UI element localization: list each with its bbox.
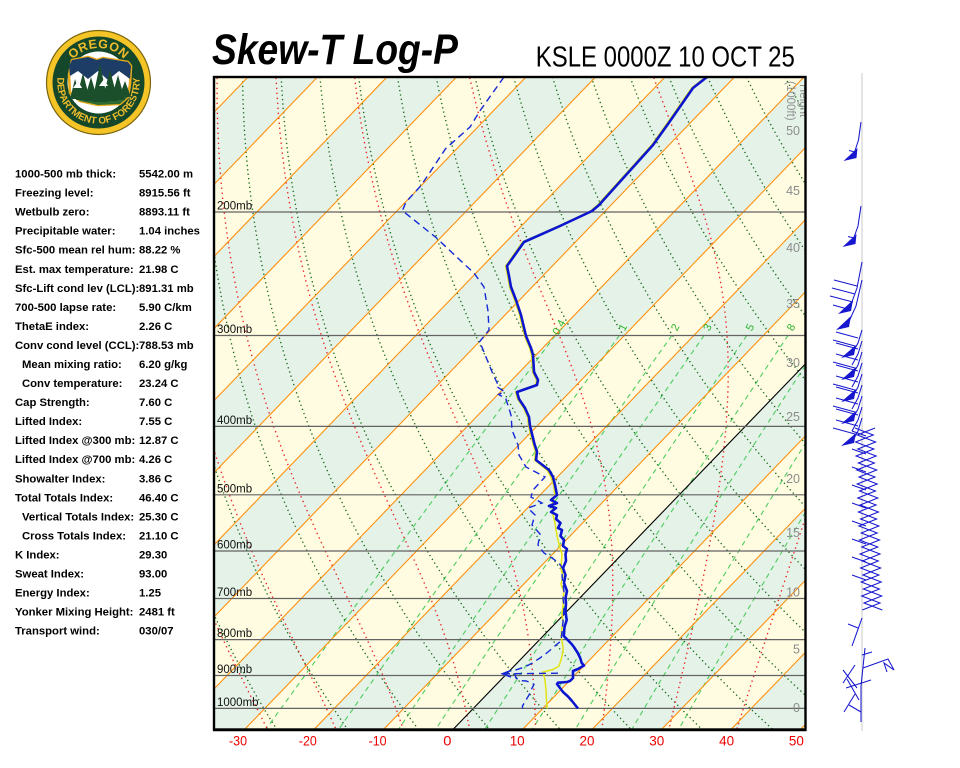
svg-text:1000-500 mb thick:: 1000-500 mb thick: [15,169,116,181]
svg-text:Sfc-500 mean rel hum:: Sfc-500 mean rel hum: [15,245,136,257]
svg-text:Energy Index:: Energy Index: [15,588,90,600]
svg-text:Transport wind:: Transport wind: [15,626,100,638]
svg-text:40: 40 [719,733,734,749]
svg-text:ThetaE index:: ThetaE index: [15,321,89,333]
svg-text:93.00: 93.00 [139,569,167,581]
svg-text:23.24 C: 23.24 C [139,378,179,390]
svg-text:700-500 lapse rate:: 700-500 lapse rate: [15,302,116,314]
svg-text:500mb: 500mb [217,483,252,495]
svg-text:Total Totals Index:: Total Totals Index: [15,492,113,504]
svg-text:891.31 mb: 891.31 mb [139,283,194,295]
svg-text:7.60 C: 7.60 C [139,397,172,409]
svg-text:Vertical Totals Index:: Vertical Totals Index: [22,511,134,523]
svg-text:1: 1 [617,322,630,333]
svg-text:Conv cond level (CCL):: Conv cond level (CCL): [15,340,139,352]
svg-text:3.86 C: 3.86 C [139,473,172,485]
svg-text:2.26 C: 2.26 C [139,321,172,333]
svg-text:10: 10 [510,733,525,749]
svg-text:29.30: 29.30 [139,550,167,562]
svg-text:700mb: 700mb [217,587,252,599]
svg-text:20: 20 [786,472,800,486]
svg-text:8893.11 ft: 8893.11 ft [139,207,190,219]
svg-text:-30: -30 [229,733,247,749]
svg-text:Skew-T Log-P: Skew-T Log-P [212,27,459,74]
svg-text:4.26 C: 4.26 C [139,454,172,466]
svg-text:Mean mixing ratio:: Mean mixing ratio: [22,359,122,371]
svg-text:900mb: 900mb [217,664,252,676]
svg-text:46.40 C: 46.40 C [139,492,179,504]
svg-text:Height: Height [797,84,809,118]
svg-text:88.22 %: 88.22 % [139,245,180,257]
svg-text:300mb: 300mb [217,324,252,336]
svg-text:Yonker Mixing Height:: Yonker Mixing Height: [15,607,133,619]
svg-text:8: 8 [785,322,798,333]
svg-text:25.30 C: 25.30 C [139,511,179,523]
svg-text:3: 3 [701,322,714,333]
svg-text:1.25: 1.25 [139,588,161,600]
svg-text:Wetbulb zero:: Wetbulb zero: [15,207,89,219]
svg-text:KSLE 0000Z 10 OCT 25: KSLE 0000Z 10 OCT 25 [536,42,795,74]
svg-text:6.20 g/kg: 6.20 g/kg [139,359,187,371]
svg-text:-20: -20 [299,733,317,749]
svg-text:600mb: 600mb [217,540,252,552]
svg-text:30: 30 [786,356,800,370]
svg-text:1.04 inches: 1.04 inches [139,226,200,238]
svg-text:21.10 C: 21.10 C [139,531,179,543]
svg-text:40: 40 [786,241,800,255]
svg-text:50: 50 [786,124,800,138]
svg-text:Showalter Index:: Showalter Index: [15,473,105,485]
svg-text:1000mb: 1000mb [217,697,259,709]
svg-text:50: 50 [789,733,804,749]
svg-text:Sfc-Lift cond lev (LCL):: Sfc-Lift cond lev (LCL): [15,283,139,295]
svg-text:0: 0 [443,733,451,749]
svg-text:Freezing level:: Freezing level: [15,188,93,200]
svg-text:25: 25 [786,410,800,424]
svg-text:K Index:: K Index: [15,550,60,562]
svg-text:Cross Totals Index:: Cross Totals Index: [22,531,126,543]
svg-text:5542.00 m: 5542.00 m [139,169,193,181]
svg-text:45: 45 [786,184,800,198]
svg-text:Lifted Index @300 mb:: Lifted Index @300 mb: [15,435,135,447]
svg-text:Lifted Index:: Lifted Index: [15,416,82,428]
svg-text:Cap Strength:: Cap Strength: [15,397,90,409]
svg-text:200mb: 200mb [217,201,252,213]
svg-text:400mb: 400mb [217,415,252,427]
svg-text:0: 0 [793,701,800,715]
svg-text:Est. max temperature:: Est. max temperature: [15,264,134,276]
svg-text:15: 15 [786,526,800,540]
svg-text:(1000ft): (1000ft) [784,81,796,121]
svg-text:5: 5 [793,643,800,657]
svg-text:5: 5 [744,322,757,333]
svg-text:030/07: 030/07 [139,626,174,638]
svg-text:Conv temperature:: Conv temperature: [22,378,122,390]
svg-text:Sweat Index:: Sweat Index: [15,569,84,581]
svg-text:35: 35 [786,297,800,311]
svg-text:10: 10 [786,586,800,600]
svg-text:2: 2 [669,322,682,333]
svg-text:2481 ft: 2481 ft [139,607,175,619]
svg-text:30: 30 [649,733,664,749]
svg-text:7.55 C: 7.55 C [139,416,172,428]
svg-text:-10: -10 [369,733,387,749]
svg-text:5.90 C/km: 5.90 C/km [139,302,192,314]
svg-text:Precipitable water:: Precipitable water: [15,226,115,238]
svg-text:21.98 C: 21.98 C [139,264,179,276]
svg-text:20: 20 [580,733,595,749]
svg-text:800mb: 800mb [217,628,252,640]
svg-text:12.87 C: 12.87 C [139,435,179,447]
svg-text:788.53 mb: 788.53 mb [139,340,194,352]
svg-text:Lifted Index @700 mb:: Lifted Index @700 mb: [15,454,135,466]
svg-text:8915.56 ft: 8915.56 ft [139,188,191,200]
